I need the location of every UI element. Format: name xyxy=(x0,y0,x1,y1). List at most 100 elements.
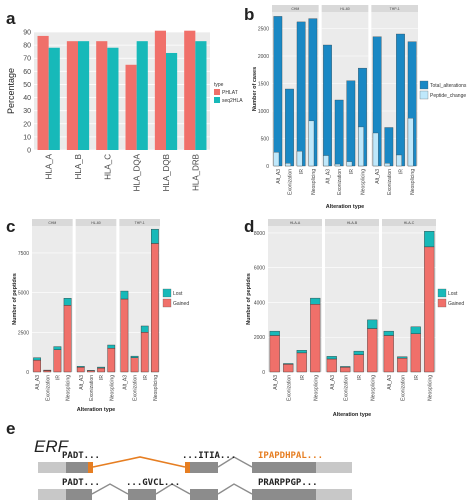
bar-Lost-HL-60-IR xyxy=(97,367,105,373)
legend-label: Total_alterations xyxy=(430,83,467,89)
y-tick-label: 4000 xyxy=(254,300,265,306)
bar-Gained-CHM-Alt_A3 xyxy=(33,357,41,361)
x-tick-label: IR xyxy=(299,169,305,174)
bar-seq2HLA-HLA_B xyxy=(78,41,90,150)
bar-Lost-CHM-IR xyxy=(53,349,62,373)
x-tick-label: IR xyxy=(55,375,61,380)
bar-Gained-CHM-Neosplicing xyxy=(63,298,72,306)
legend-label: PHLAT xyxy=(222,90,238,96)
y-tick-label: 60 xyxy=(23,69,31,76)
bar-Peptide_change-CHM-Neosplicing xyxy=(308,120,315,167)
peptide-1b: ...ITIA... xyxy=(182,451,236,461)
panel-label-a: a xyxy=(6,9,16,28)
facet-label: HL-60 xyxy=(91,221,101,225)
legend-swatch-Gained xyxy=(162,298,172,308)
bar-Gained-HLA-C-Exonization xyxy=(397,356,408,359)
y-tick-label: 2500 xyxy=(258,27,269,33)
x-tick-label: Neosplicing xyxy=(427,375,433,401)
bar-Total_alterations-THP-1-IR xyxy=(396,33,405,167)
y-tick-label: 1000 xyxy=(258,109,269,115)
bar-Total_alterations-CHM-Exonization xyxy=(285,88,294,167)
x-tick-label: Exonization xyxy=(133,375,139,401)
facet-strip xyxy=(371,5,418,12)
bar-Lost-HLA-B-Alt_A3 xyxy=(326,358,337,373)
facet-label: THP-1 xyxy=(390,7,400,11)
bar-Lost-HLA-C-Alt_A3 xyxy=(383,335,394,373)
bar-Gained-THP-1-IR xyxy=(140,325,149,333)
x-tick-label: Exonization xyxy=(387,169,393,195)
facet-label: THP-1 xyxy=(135,221,145,225)
x-tick-label: Neosplicing xyxy=(370,375,376,401)
bar-Lost-HLA-C-Neosplicing xyxy=(424,246,435,373)
legend-label: seq2HLA xyxy=(222,98,243,104)
bar-Lost-HL-60-Neosplicing xyxy=(107,347,116,373)
x-tick-label: HLA_DQB xyxy=(162,154,171,191)
bar-Peptide_change-HL-60-IR xyxy=(346,161,353,167)
bar-Lost-THP-1-Alt_A3 xyxy=(120,298,129,373)
y-tick-label: 7500 xyxy=(18,251,29,257)
x-axis-label: Alteration type xyxy=(326,204,365,210)
bar-Lost-CHM-Alt_A3 xyxy=(33,359,41,373)
legend-label: Lost xyxy=(173,291,183,297)
x-tick-label: Neosplicing xyxy=(311,169,317,195)
x-tick-label: Alt_A3 xyxy=(330,375,336,390)
bar-Lost-HLA-C-IR xyxy=(410,333,421,373)
x-tick-label: IR xyxy=(399,169,405,174)
facet-strip xyxy=(32,219,73,226)
junction-mark-1b xyxy=(185,462,190,473)
y-tick-label: 0 xyxy=(26,370,29,376)
bar-Gained-HLA-A-Exonization xyxy=(283,363,294,365)
x-tick-label: IR xyxy=(349,169,355,174)
legend-swatch-Gained xyxy=(437,298,447,308)
bar-Gained-HLA-A-Neosplicing xyxy=(310,297,321,305)
junction-mark-1a xyxy=(88,462,93,473)
panel-a-chart: 0 10 20 30 40 50 60 70 80 90 HLA_A HLA_B HLA_C HLA_DQ… xyxy=(6,30,243,192)
x-tick-label: Alt_A3 xyxy=(79,375,85,390)
y-tick-label: 5000 xyxy=(18,291,29,297)
bar-Total_alterations-THP-1-Exonization xyxy=(384,127,394,167)
bar-PHLAT-HLA_B xyxy=(66,41,78,150)
bar-Lost-HLA-A-Neosplicing xyxy=(310,304,321,373)
legend-label: Gained xyxy=(173,301,189,307)
bar-Gained-HLA-C-IR xyxy=(410,326,421,334)
bar-Peptide_change-THP-1-Neosplicing xyxy=(407,118,414,167)
bar-PHLAT-HLA_DQB xyxy=(154,30,166,150)
legend-swatch-Total_alterations xyxy=(419,80,429,90)
y-axis-label: Number of peptides xyxy=(246,273,252,325)
facet-label: HL-60 xyxy=(340,7,350,11)
x-tick-label: HLA_C xyxy=(103,154,112,180)
bar-seq2HLA-HLA_DRB xyxy=(195,41,207,150)
y-tick-label: 6000 xyxy=(254,266,265,272)
facet-strip xyxy=(75,219,117,226)
splice-arc-1b xyxy=(217,456,253,468)
bar-Gained-HL-60-IR xyxy=(97,366,105,369)
x-tick-label: Alt_A3 xyxy=(276,169,282,184)
peptide-2b: ...GVCL... xyxy=(126,478,180,488)
y-tick-label: 90 xyxy=(23,30,31,37)
x-tick-label: HLA_DRB xyxy=(191,154,200,191)
x-tick-label: HLA_B xyxy=(74,154,83,179)
exon-2a xyxy=(66,489,92,500)
x-tick-label: Exonization xyxy=(337,169,343,195)
x-tick-label: IR xyxy=(414,375,420,380)
facet-strip xyxy=(268,219,322,226)
bar-Gained-HLA-A-IR xyxy=(296,350,307,354)
utr-left-2 xyxy=(38,489,66,500)
panel-label-b: b xyxy=(244,5,254,24)
legend-title: type xyxy=(214,82,224,88)
peptide-2a: PADT... xyxy=(62,478,100,488)
bar-Lost-THP-1-IR xyxy=(140,332,149,373)
x-tick-label: HLA_DQA xyxy=(133,153,142,191)
x-tick-label: IR xyxy=(357,375,363,380)
bar-seq2HLA-HLA_A xyxy=(48,47,60,150)
y-tick-label: 80 xyxy=(23,43,31,50)
bar-PHLAT-HLA_C xyxy=(96,41,108,150)
x-tick-label: Exonization xyxy=(400,375,406,401)
y-tick-label: 0 xyxy=(27,148,31,155)
bar-Gained-HLA-B-IR xyxy=(353,350,364,355)
x-tick-label: IR xyxy=(143,375,149,380)
y-tick-label: 2500 xyxy=(18,330,29,336)
bar-PHLAT-HLA_DQA xyxy=(125,64,137,150)
bar-Peptide_change-THP-1-Exonization xyxy=(384,163,391,167)
